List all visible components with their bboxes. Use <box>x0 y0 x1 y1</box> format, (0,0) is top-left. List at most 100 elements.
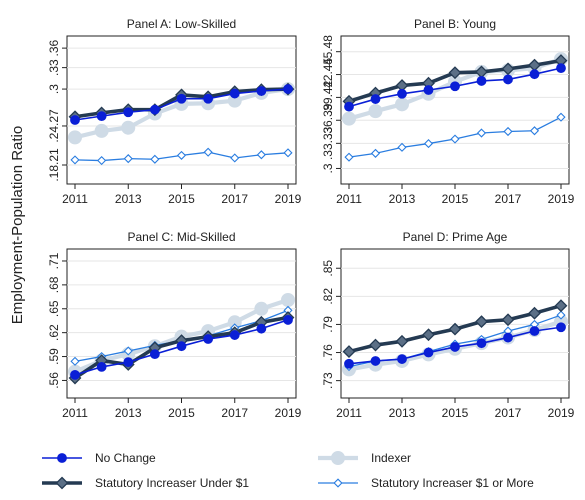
x-tick-label: 2017 <box>221 192 248 206</box>
legend-item-over1: Statutory Increaser $1 or More <box>318 476 534 490</box>
data-point <box>149 104 160 115</box>
data-point <box>229 88 240 99</box>
y-tick-label: .42.45 <box>321 58 335 92</box>
y-tick-label: .82 <box>321 288 335 305</box>
x-tick-label: 2017 <box>495 406 522 420</box>
x-tick-label: 2013 <box>115 192 142 206</box>
data-point <box>448 322 462 336</box>
data-point <box>368 104 383 119</box>
x-tick-label: 2011 <box>62 192 88 206</box>
x-tick-label: 2015 <box>168 406 195 420</box>
x-tick-label: 2011 <box>336 192 362 206</box>
data-point <box>203 147 213 157</box>
data-point <box>450 81 460 92</box>
data-point <box>123 346 133 356</box>
data-point <box>121 120 136 135</box>
data-point <box>70 155 80 165</box>
data-point <box>529 69 540 80</box>
series-no-change <box>344 322 566 369</box>
y-tick-label: .65 <box>47 300 61 317</box>
data-point <box>503 74 513 85</box>
x-tick-label: 2015 <box>168 192 195 206</box>
data-point <box>342 111 356 126</box>
legend-item-indexer: Indexer <box>318 451 411 465</box>
data-point <box>70 369 80 380</box>
legend-label: Statutory Increaser $1 or More <box>371 476 534 490</box>
data-point <box>70 356 80 366</box>
data-point <box>344 358 354 369</box>
data-point <box>556 112 566 122</box>
y-tick-label: .33 <box>47 59 61 76</box>
y-tick-label: .33.33 <box>321 126 335 160</box>
data-point <box>283 84 293 94</box>
data-point <box>529 126 540 136</box>
legend-marker <box>57 453 67 463</box>
x-tick-label: 2017 <box>221 406 248 420</box>
y-tick-label: .79 <box>321 316 335 333</box>
panel-title: Panel D: Prime Age <box>403 230 508 244</box>
data-point <box>423 347 434 358</box>
data-point <box>123 357 134 368</box>
series-no-change <box>70 315 293 380</box>
data-point <box>397 88 407 99</box>
data-point <box>476 338 487 349</box>
data-point <box>501 62 515 76</box>
x-tick-label: 2013 <box>115 406 142 420</box>
data-point <box>283 315 293 325</box>
y-tick-label: .76 <box>321 344 335 361</box>
data-point <box>423 85 434 95</box>
x-tick-label: 2019 <box>275 406 302 420</box>
x-tick-label: 2015 <box>442 192 469 206</box>
x-tick-label: 2011 <box>336 406 362 420</box>
y-tick-label: .3 <box>47 84 61 94</box>
y-tick-label: .24.27 <box>47 109 61 143</box>
data-point <box>254 301 269 316</box>
data-point <box>256 323 267 334</box>
y-tick-label: .39.42 <box>321 80 335 114</box>
panel-4: Panel D: Prime Age .73 .76 .79 .82 .85 2011 201… <box>321 230 575 420</box>
data-point <box>422 328 435 342</box>
x-tick-label: 2019 <box>275 192 302 206</box>
data-point <box>96 111 107 122</box>
y-tick-label: .73 <box>321 372 335 389</box>
y-tick-label: .18.21 <box>47 148 61 182</box>
data-point <box>395 97 409 112</box>
data-point <box>370 94 381 104</box>
data-point <box>395 334 409 348</box>
data-point <box>203 93 214 104</box>
data-point <box>342 345 356 359</box>
data-point <box>256 150 266 160</box>
data-point <box>281 293 295 308</box>
x-tick-label: 2015 <box>442 406 469 420</box>
data-point <box>68 130 82 145</box>
legend-label: Statutory Increaser Under $1 <box>95 476 249 490</box>
data-point <box>150 154 160 164</box>
data-point <box>344 152 354 162</box>
data-point <box>501 313 515 327</box>
panel-title: Panel B: Young <box>414 17 496 31</box>
data-point <box>70 115 80 125</box>
data-point <box>97 155 107 166</box>
x-tick-label: 2017 <box>495 192 522 206</box>
data-point <box>176 150 187 160</box>
data-point <box>423 138 434 149</box>
x-tick-label: 2011 <box>62 406 88 420</box>
panel-title: Panel C: Mid-Skilled <box>127 230 235 244</box>
data-point <box>450 342 460 352</box>
legend: No Change Indexer Statutory Increaser Unde… <box>42 451 534 490</box>
data-point <box>176 93 187 104</box>
y-tick-label: .59 <box>47 348 61 365</box>
data-point <box>556 63 566 74</box>
legend-item-under1: Statutory Increaser Under $1 <box>42 476 249 490</box>
legend-marker <box>331 451 345 465</box>
series-no-change <box>70 84 293 125</box>
data-point <box>283 148 293 158</box>
x-tick-label: 2013 <box>389 406 416 420</box>
series-no-change <box>344 63 566 112</box>
legend-item-no-change: No Change <box>42 451 156 465</box>
legend-marker <box>55 476 69 490</box>
x-tick-label: 2013 <box>389 192 416 206</box>
data-point <box>397 142 407 152</box>
data-point <box>229 330 240 340</box>
